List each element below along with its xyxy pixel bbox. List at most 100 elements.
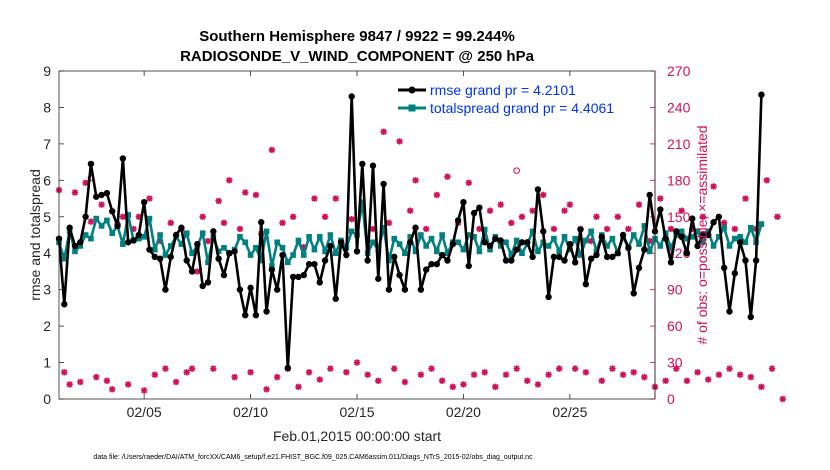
rmse-point — [151, 253, 158, 261]
y-right-tick-label: 270 — [667, 63, 691, 79]
obs-assimilated-marker — [220, 219, 228, 227]
totalspread-point — [242, 239, 249, 246]
rmse-point — [258, 219, 265, 226]
legend: rmse grand pr = 4.2101 totalspread grand… — [398, 82, 614, 116]
totalspread-point — [529, 228, 536, 235]
rmse-point — [630, 290, 637, 297]
y-left-tick-label: 6 — [43, 172, 51, 188]
totalspread-point — [684, 235, 690, 242]
obs-assimilated-marker — [412, 177, 419, 184]
totalspread-point — [327, 232, 334, 238]
obs-assimilated-marker — [162, 365, 169, 372]
rmse-point — [571, 259, 579, 266]
totalspread-point — [428, 235, 435, 242]
rmse-point — [422, 266, 430, 273]
obs-assimilated-marker — [247, 369, 254, 376]
obs-assimilated-marker — [305, 369, 313, 376]
totalspread-point — [316, 234, 323, 240]
totalspread-point — [189, 250, 195, 257]
rmse-point — [497, 237, 504, 244]
totalspread-point — [300, 252, 307, 258]
rmse-point — [146, 246, 153, 253]
rmse-point — [566, 240, 574, 248]
totalspread-point — [274, 239, 280, 246]
rmse-point — [481, 239, 488, 246]
y-left-tick-label: 7 — [43, 136, 51, 152]
totalspread-point — [577, 252, 584, 258]
totalspread-point — [561, 234, 568, 240]
rmse-point — [582, 281, 590, 288]
totalspread-point — [418, 232, 424, 238]
rmse-point — [385, 286, 393, 293]
rmse-point — [657, 206, 664, 213]
rmse-point — [337, 239, 345, 246]
totalspread-point — [396, 241, 403, 247]
totalspread-point — [471, 234, 477, 240]
rmse-point — [561, 257, 568, 264]
rmse-series — [55, 91, 765, 372]
totalspread-point — [263, 228, 270, 235]
rmse-point — [130, 237, 137, 244]
obs-assimilated-marker — [316, 376, 323, 383]
totalspread-point — [508, 252, 515, 258]
rmse-point — [188, 268, 196, 275]
totalspread-point — [476, 248, 483, 255]
obs-assimilated-marker — [391, 365, 398, 372]
y-left-tick-label: 4 — [43, 245, 51, 261]
obs-assimilated-marker — [156, 237, 164, 245]
rmse-point — [305, 260, 313, 268]
totalspread-point — [710, 243, 717, 249]
totalspread-point — [120, 241, 126, 247]
obs-assimilated-marker — [683, 377, 691, 384]
totalspread-point — [678, 228, 685, 235]
totalspread-point — [183, 230, 190, 236]
y-right-tick-label: 0 — [667, 391, 675, 407]
totalspread-point — [434, 248, 440, 255]
rmse-point — [492, 235, 499, 242]
chart-title-line2: RADIOSONDE_V_WIND_COMPONENT @ 250 hPa — [180, 48, 535, 65]
obs-assimilated-marker — [641, 373, 648, 381]
obs-assimilated-marker — [369, 225, 377, 233]
obs-assimilated-marker — [327, 365, 334, 372]
obs-assimilated-marker — [779, 395, 786, 403]
totalspread-point — [551, 235, 557, 242]
rmse-point — [231, 248, 238, 255]
obs-assimilated-marker — [135, 213, 143, 220]
totalspread-point — [290, 252, 296, 258]
rmse-point — [311, 260, 318, 268]
obs-assimilated-marker — [119, 213, 127, 220]
rmse-point — [300, 271, 307, 279]
obs-assimilated-marker — [407, 207, 414, 214]
obs-assimilated-marker — [593, 213, 600, 220]
obs-assimilated-marker — [295, 383, 302, 391]
obs-assimilated-marker — [87, 218, 95, 225]
rmse-point — [273, 286, 281, 293]
totalspread-point — [295, 237, 302, 244]
rmse-point — [705, 231, 712, 239]
obs-assimilated-marker — [332, 195, 339, 202]
rmse-point — [375, 275, 382, 282]
y-right-tick-label: 240 — [667, 99, 691, 115]
obs-assimilated-marker — [481, 369, 488, 376]
totalspread-point — [82, 232, 89, 238]
obs-assimilated-marker — [124, 381, 132, 388]
totalspread-point — [726, 243, 733, 249]
rmse-point — [470, 209, 478, 217]
obs-assimilated-marker — [215, 197, 222, 205]
rmse-point — [210, 228, 217, 235]
legend-spread-marker — [408, 104, 416, 112]
obs-assimilated-marker — [396, 138, 403, 145]
totalspread-point — [136, 235, 142, 242]
obs-assimilated-marker — [497, 201, 504, 208]
obs-assimilated-marker — [720, 219, 728, 227]
obs-assimilated-marker — [109, 386, 116, 393]
rmse-point — [720, 264, 728, 271]
x-axis-label: Feb.01,2015 00:00:00 start — [273, 428, 441, 444]
obs-assimilated-marker — [146, 195, 153, 202]
rmse-point — [220, 271, 228, 279]
totalspread-point — [588, 228, 594, 235]
totalspread-point — [359, 199, 366, 205]
rmse-point — [77, 239, 84, 246]
rmse-point — [114, 222, 121, 230]
totalspread-point — [77, 243, 84, 249]
